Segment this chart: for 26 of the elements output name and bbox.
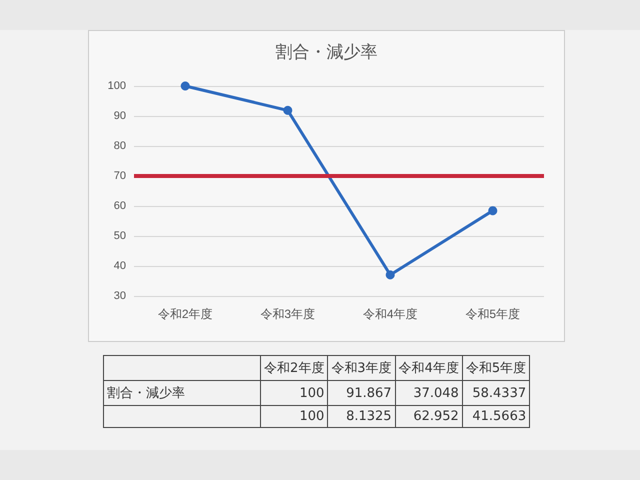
text: 100 <box>260 380 328 406</box>
category-label: 令和5年度 <box>466 361 526 376</box>
text: 91.867 <box>328 380 396 406</box>
category-label: 令和4年度 <box>398 361 459 376</box>
text: 41.5663 <box>462 406 530 428</box>
y-tick-label: 70 <box>114 170 126 182</box>
y-tick-label: 40 <box>114 260 126 272</box>
text: 37.048 <box>395 380 462 406</box>
x-tick-label: 令和5年度 <box>465 307 520 321</box>
y-tick-label: 80 <box>114 140 126 152</box>
y-tick-label: 60 <box>114 200 126 212</box>
text: 62.952 <box>395 406 462 428</box>
x-tick-label: 令和3年度 <box>260 307 316 321</box>
text: 100 <box>260 406 328 428</box>
category-label: 令和3年度 <box>331 361 392 376</box>
chart-title: 割合・減少率 <box>276 42 378 62</box>
y-tick-label: 50 <box>114 230 126 242</box>
y-tick-label: 100 <box>108 80 126 92</box>
y-tick-label: 30 <box>114 290 126 302</box>
x-tick-label: 令和4年度 <box>362 307 418 321</box>
category-label: 令和2年度 <box>264 361 324 376</box>
text: 8.1325 <box>328 406 396 428</box>
x-tick-label: 令和2年度 <box>158 307 213 321</box>
y-tick-label: 90 <box>114 110 126 122</box>
text: 割合・減少率 <box>104 380 260 406</box>
text: 58.4337 <box>462 380 530 406</box>
